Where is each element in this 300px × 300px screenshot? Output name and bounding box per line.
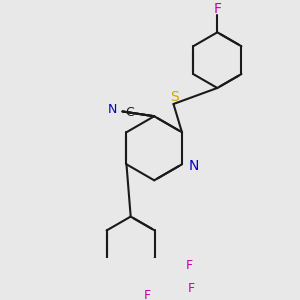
- Text: F: F: [188, 282, 195, 295]
- Text: F: F: [186, 259, 193, 272]
- Text: F: F: [213, 2, 221, 16]
- Text: F: F: [144, 289, 151, 300]
- Text: S: S: [170, 90, 179, 104]
- Text: C: C: [125, 106, 134, 119]
- Text: N: N: [189, 159, 199, 173]
- Text: N: N: [108, 103, 117, 116]
